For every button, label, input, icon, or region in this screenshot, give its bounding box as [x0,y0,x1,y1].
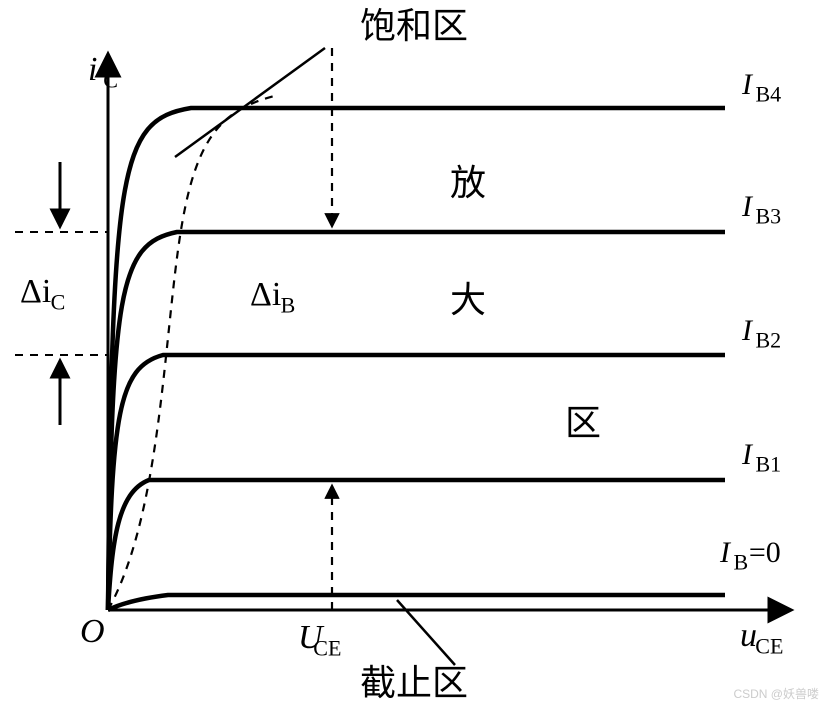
svg-text:B4: B4 [756,82,782,107]
transistor-output-characteristic: OiCuCEIB4IB3IB2IB1IB=0ΔiCΔiBUCE饱和区放大区截止区 [0,0,831,710]
svg-text:B: B [281,293,296,318]
svg-text:大: 大 [450,280,486,320]
svg-text:Δi: Δi [20,273,51,310]
svg-text:C: C [51,290,66,315]
svg-text:I: I [741,438,754,471]
svg-text:I: I [719,536,732,569]
svg-text:I: I [741,314,754,347]
svg-text:=0: =0 [749,536,781,569]
svg-text:CE: CE [755,634,783,659]
svg-text:I: I [741,190,754,223]
svg-text:放: 放 [450,163,486,203]
curve-IB0 [108,595,725,610]
saturation-boundary [108,95,278,610]
svg-text:i: i [88,51,97,88]
svg-text:区: 区 [565,403,601,443]
curve-IB2 [108,355,725,610]
curve-IB1 [108,480,725,610]
svg-text:截止区: 截止区 [360,663,468,703]
diagram-container: OiCuCEIB4IB3IB2IB1IB=0ΔiCΔiBUCE饱和区放大区截止区… [0,0,831,710]
watermark: CSDN @妖兽喽 [733,685,819,702]
svg-text:Δi: Δi [250,276,281,313]
svg-text:B3: B3 [756,204,782,229]
curve-IB3 [108,232,725,610]
svg-text:I: I [741,68,754,101]
svg-text:饱和区: 饱和区 [360,6,468,46]
svg-text:O: O [80,613,105,650]
svg-text:C: C [103,68,118,93]
svg-text:B: B [734,550,749,575]
svg-text:CE: CE [313,636,341,661]
svg-text:B1: B1 [756,452,782,477]
svg-text:B2: B2 [756,328,782,353]
curve-IB4 [108,108,725,610]
